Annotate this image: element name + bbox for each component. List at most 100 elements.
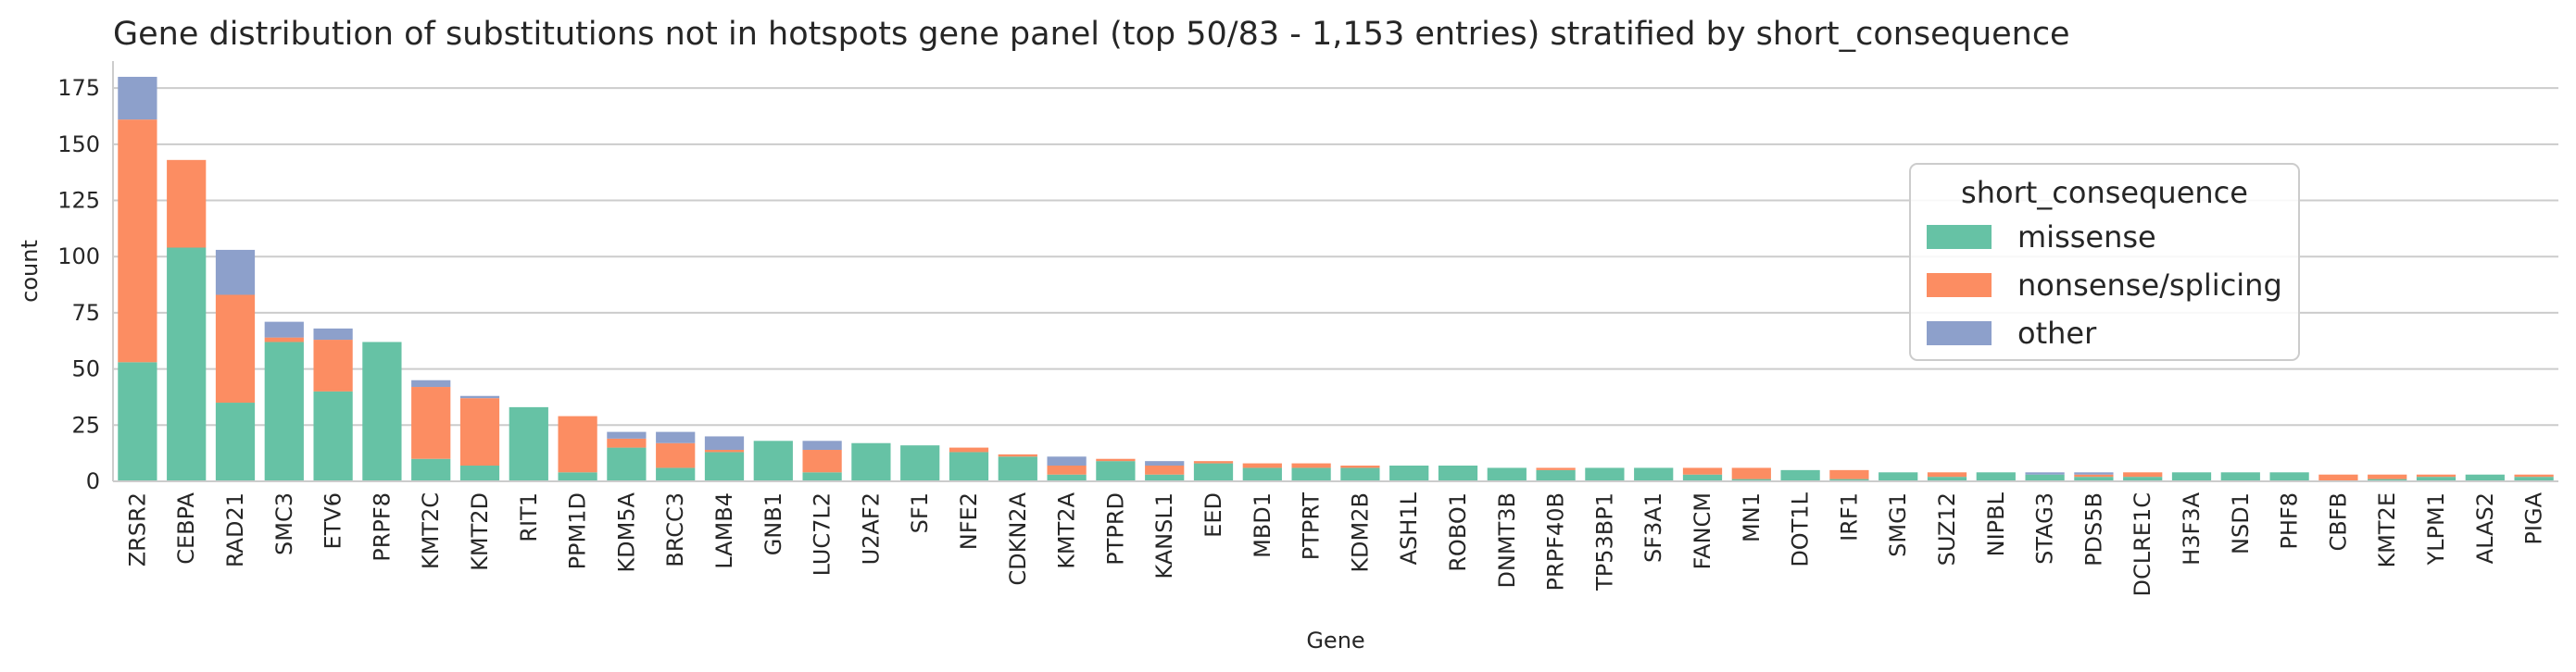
x-tick-label: DNMT3B	[1494, 492, 1520, 589]
bar-segment-missense	[215, 403, 256, 481]
x-tick-label: ASH1L	[1396, 492, 1422, 565]
bar-segment-missense	[949, 452, 989, 481]
bar-segment-missense	[2465, 474, 2505, 481]
x-tick-label: PDS5B	[2080, 492, 2106, 566]
x-tick-label: RIT1	[516, 492, 542, 542]
x-tick-label: KDM2B	[1347, 492, 1373, 573]
bar-segment-missense	[1927, 477, 1967, 481]
bar-segment-nonsense-splicing	[949, 447, 989, 453]
y-tick-label: 50	[71, 356, 100, 382]
legend-label: other	[2017, 316, 2097, 351]
bar-segment-nonsense-splicing	[1536, 467, 1576, 470]
x-tick-label: SF1	[907, 492, 933, 533]
bar-segment-nonsense-splicing	[411, 387, 451, 459]
x-tick-label: KMT2E	[2374, 492, 2400, 568]
y-tick-label: 100	[57, 243, 100, 269]
bar-segment-nonsense-splicing	[167, 159, 207, 248]
bar-segment-missense	[2171, 472, 2212, 481]
bars	[118, 76, 2554, 481]
bar-segment-nonsense-splicing	[1731, 467, 1771, 479]
x-tick-label: IRF1	[1836, 492, 1862, 541]
bar-segment-missense	[362, 342, 402, 481]
bar-segment-missense	[1731, 479, 1771, 481]
bar-segment-missense	[1291, 467, 1331, 481]
x-tick-label: ROBO1	[1445, 492, 1471, 572]
bar-segment-other	[118, 76, 157, 120]
bar-segment-nonsense-splicing	[2123, 472, 2163, 478]
x-tick-label: MN1	[1739, 492, 1765, 542]
bar-segment-missense	[998, 456, 1037, 481]
bar-segment-missense	[704, 452, 745, 481]
x-tick-label: TP53BP1	[1591, 492, 1617, 591]
bar-segment-nonsense-splicing	[998, 454, 1037, 457]
bar-segment-nonsense-splicing	[118, 119, 157, 363]
chart-title: Gene distribution of substitutions not i…	[113, 16, 2070, 53]
x-tick-label: SF3A1	[1640, 492, 1666, 563]
bar-segment-missense	[2074, 477, 2114, 481]
bar-segment-other	[704, 436, 745, 451]
bar-segment-missense	[1879, 472, 1918, 481]
bar-segment-missense	[1145, 474, 1185, 481]
bar-segment-missense	[2123, 477, 2163, 481]
x-tick-label: NFE2	[956, 492, 982, 550]
legend-label: nonsense/splicing	[2017, 268, 2282, 303]
bar-segment-nonsense-splicing	[2074, 474, 2114, 478]
bar-segment-missense	[2269, 472, 2309, 481]
bar-segment-nonsense-splicing	[1340, 466, 1380, 468]
x-tick-label: ZRSR2	[124, 492, 150, 566]
bar-segment-missense	[1682, 474, 1723, 481]
bar-segment-missense	[1976, 472, 2016, 481]
bar-segment-nonsense-splicing	[1047, 466, 1087, 475]
bar-segment-missense	[607, 447, 647, 481]
bar-segment-missense	[558, 472, 597, 481]
bar-segment-nonsense-splicing	[1291, 463, 1331, 468]
bar-segment-nonsense-splicing	[802, 450, 842, 473]
legend-swatch	[1927, 225, 1992, 249]
legend-swatch	[1927, 321, 1992, 345]
bar-segment-missense	[1585, 467, 1625, 481]
bar-segment-missense	[1634, 467, 1674, 481]
bar-segment-other	[2074, 472, 2114, 475]
x-tick-label: PTPRT	[1299, 492, 1325, 561]
x-tick-label: BRCC3	[662, 492, 688, 567]
x-tick-label: SMC3	[271, 492, 297, 555]
bar-segment-nonsense-splicing	[1682, 467, 1723, 475]
x-tick-label: PIGA	[2521, 492, 2547, 544]
legend-swatch	[1927, 273, 1992, 297]
bar-segment-missense	[1096, 461, 1136, 481]
bar-segment-nonsense-splicing	[2416, 474, 2457, 478]
bar-segment-nonsense-splicing	[215, 294, 256, 404]
bar-segment-missense	[2514, 477, 2554, 481]
bar-segment-nonsense-splicing	[656, 442, 696, 468]
bar-segment-missense	[264, 342, 304, 481]
bar-segment-other	[802, 441, 842, 451]
legend: short_consequence missense nonsense/splic…	[1909, 163, 2300, 361]
bar-segment-missense	[118, 362, 157, 481]
x-tick-label: NSD1	[2228, 492, 2254, 554]
x-tick-label: RAD21	[222, 492, 248, 567]
bar-segment-nonsense-splicing	[1829, 469, 1869, 479]
legend-title: short_consequence	[1961, 175, 2248, 210]
bar-segment-nonsense-splicing	[459, 398, 500, 467]
y-tick-labels: 0 25 50 75 100 125 150 175	[57, 75, 100, 494]
bar-segment-missense	[900, 445, 940, 481]
bar-segment-other	[459, 395, 500, 399]
bar-segment-missense	[2220, 472, 2260, 481]
x-axis-label: Gene	[1306, 628, 1364, 653]
x-tick-label: KMT2A	[1054, 492, 1080, 568]
bar-segment-missense	[2025, 474, 2065, 481]
x-tick-label: LUC7L2	[810, 492, 836, 576]
bar-segment-other	[607, 431, 647, 439]
x-tick-label: PRPF40B	[1543, 492, 1569, 591]
bar-segment-missense	[167, 247, 207, 481]
bar-segment-nonsense-splicing	[2514, 474, 2554, 478]
x-tick-label: H3F3A	[2179, 492, 2205, 565]
bar-segment-missense	[656, 467, 696, 481]
bar-segment-missense	[1389, 466, 1429, 481]
y-tick-label: 25	[71, 412, 100, 438]
x-tick-label: NIPBL	[1983, 492, 2009, 556]
bar-segment-missense	[2416, 477, 2457, 481]
x-tick-label: STAG3	[2032, 492, 2058, 565]
bar-segment-nonsense-splicing	[1242, 463, 1282, 468]
